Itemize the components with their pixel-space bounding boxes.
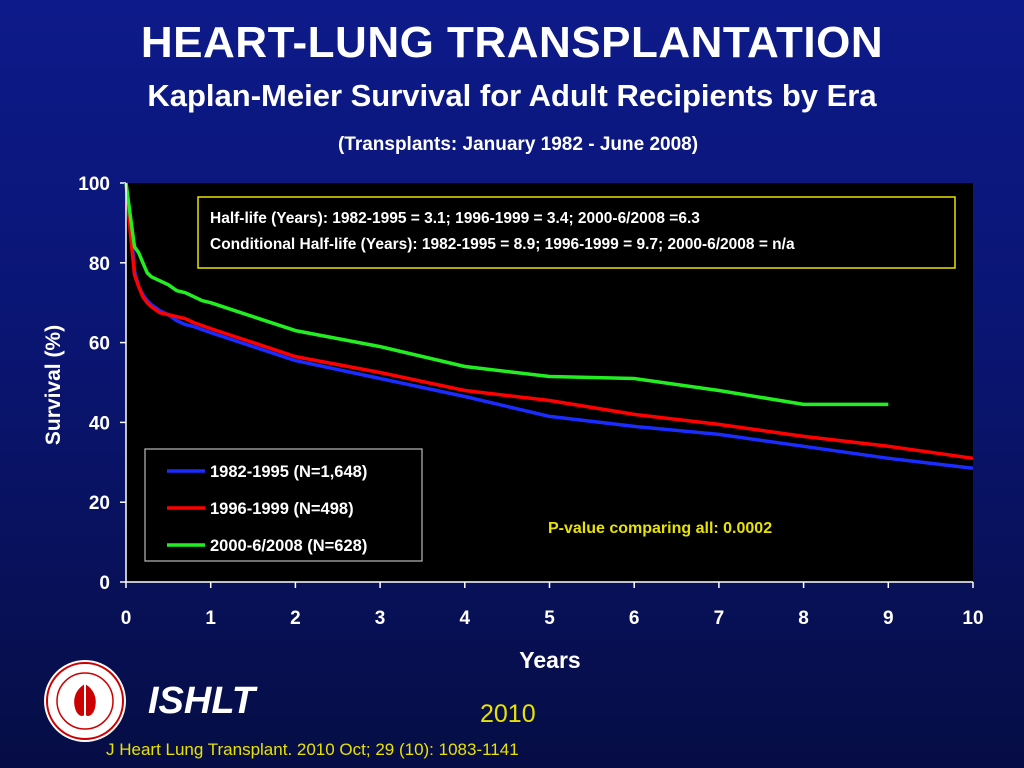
y-tick-label: 100 (78, 174, 110, 195)
y-tick-label: 40 (89, 413, 110, 434)
x-tick-label: 5 (544, 608, 555, 629)
x-tick-label: 3 (375, 608, 386, 629)
series-line-3 (124, 182, 889, 407)
x-tick-label: 1 (205, 608, 216, 629)
y-tick-label: 60 (89, 334, 110, 355)
y-tick-label: 20 (89, 493, 110, 514)
y-tick-label: 0 (99, 573, 110, 594)
x-tick-label: 7 (714, 608, 725, 629)
x-tick-label: 4 (460, 608, 471, 629)
report-year: 2010 (480, 700, 536, 728)
x-tick-label: 2 (290, 608, 301, 629)
journal-citation: J Heart Lung Transplant. 2010 Oct; 29 (1… (106, 740, 519, 759)
slide-title: HEART-LUNG TRANSPLANTATION (140, 18, 884, 67)
transplant-period-note: (Transplants: January 1982 - June 2008) (337, 134, 699, 155)
x-tick-label: 10 (962, 608, 983, 629)
org-name: ISHLT (148, 680, 255, 722)
legend-label-3: 2000-6/2008 (N=628) (210, 537, 367, 555)
halflife-box (197, 196, 956, 269)
x-tick-label: 6 (629, 608, 640, 629)
x-tick-label: 9 (883, 608, 894, 629)
legend-label-1: 1982-1995 (N=1,648) (210, 463, 367, 481)
y-axis-label: Survival (%) (42, 325, 65, 445)
x-tick-label: 0 (121, 608, 132, 629)
x-tick-label: 8 (798, 608, 809, 629)
legend-box (144, 448, 423, 562)
pvalue-annotation: P-value comparing all: 0.0002 (548, 520, 772, 537)
ishlt-seal-logo (42, 658, 128, 749)
y-tick-label: 80 (89, 254, 110, 275)
halflife-text-line2: Conditional Half-life (Years): 1982-1995… (210, 236, 795, 253)
halflife-text-line1: Half-life (Years): 1982-1995 = 3.1; 1996… (210, 210, 700, 227)
x-axis-label: Years (519, 647, 580, 673)
legend-label-2: 1996-1999 (N=498) (210, 500, 354, 518)
slide-subtitle: Kaplan-Meier Survival for Adult Recipien… (147, 78, 877, 113)
series-line-2 (124, 182, 974, 461)
